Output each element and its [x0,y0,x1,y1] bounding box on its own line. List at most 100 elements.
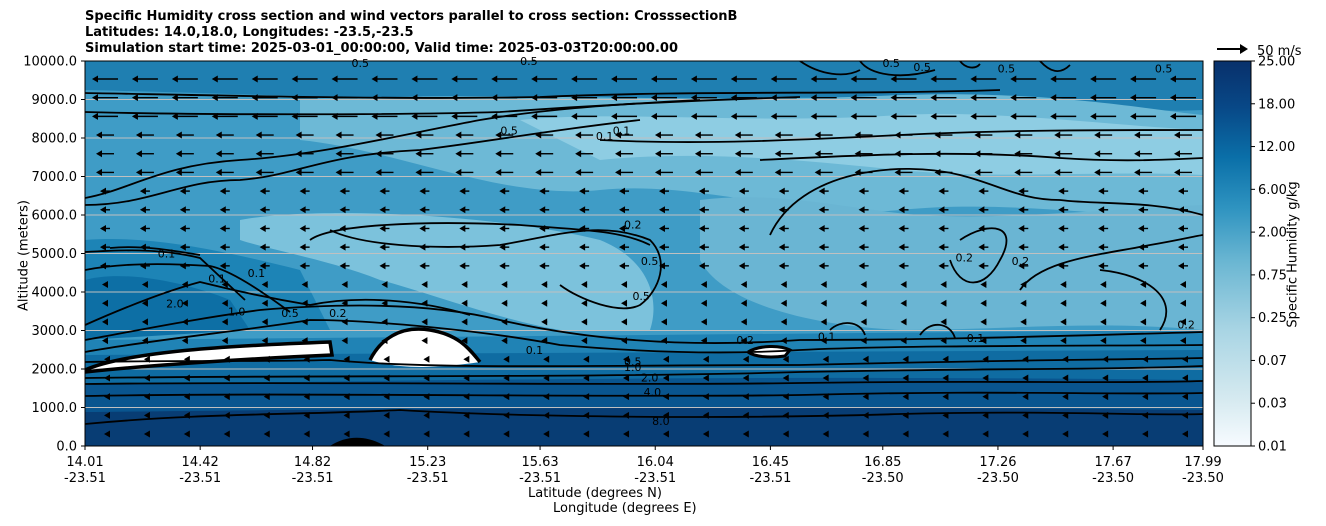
wind-vector-head [970,112,977,120]
wind-vector-head [423,411,430,419]
wind-vector-head [894,168,901,176]
wind-vector-head [451,75,458,83]
wind-vector-head [411,112,418,120]
wind-vector-head [139,224,146,232]
wind-vector-head [742,411,749,419]
wind-vector-head [978,224,985,232]
wind-vector-head [341,299,348,307]
contour-label: 0.5 [882,57,900,70]
contour-label: 4.0 [644,386,662,399]
wind-vector-head [539,243,546,251]
wind-vector-head [581,281,588,289]
wind-vector-head [303,374,310,382]
wind-vector-head [1130,112,1137,120]
wind-vector-head [291,75,298,83]
wind-vector-head [179,243,186,251]
wind-vector-head [531,75,538,83]
wind-vector-head [854,131,861,139]
wind-vector-head [1060,281,1067,289]
wind-vector-head [974,131,981,139]
wind-vector-head [501,299,508,307]
wind-vector-head [583,411,590,419]
y-tick-label: 0.0 [56,440,77,455]
contour-label: 0.2 [329,307,347,320]
wind-vector-head [175,150,182,158]
wind-vector-head [175,131,182,139]
wind-vector-head [738,243,745,251]
x-tick-label-lon: -23.51 [634,471,676,486]
wind-vector-head [898,262,905,270]
wind-vector-head [1054,150,1061,158]
wind-vector-head [1014,131,1021,139]
wind-vector-head [301,337,308,345]
wind-vector-head [571,75,578,83]
wind-vector-head [215,150,222,158]
wind-vector-head [104,411,110,419]
wind-vector-head [662,374,669,382]
wind-vector-head [1060,318,1067,326]
wind-vector-head [982,430,989,438]
quiver-key-label: 50 m/s [1257,44,1302,59]
wind-vector-head [581,299,588,307]
wind-vector-head [179,206,186,214]
wind-vector-head [92,112,98,120]
wind-vector-head [1142,393,1149,401]
wind-vector-head [898,206,905,214]
wind-vector-head [463,374,470,382]
wind-vector-head [1098,243,1105,251]
wind-vector-head [299,224,306,232]
wind-vector-head [974,168,981,176]
wind-vector-head [411,75,418,83]
wind-vector-head [104,374,110,382]
wind-vector-head [543,355,550,363]
wind-vector-head [1138,224,1145,232]
wind-vector-head [1010,75,1017,83]
wind-vector-head [139,206,146,214]
wind-vector-head [539,187,546,195]
contour-label: 0.5 [641,255,659,268]
wind-vector-head [942,355,949,363]
wind-vector-head [982,355,989,363]
wind-vector-head [934,168,941,176]
wind-vector-head [694,150,701,158]
wind-vector-head [1020,299,1027,307]
wind-vector-head [1100,318,1107,326]
wind-vector-head [1018,262,1025,270]
wind-vector-head [658,262,665,270]
quiver-key-arrowhead [1240,44,1248,54]
wind-vector-head [171,75,178,83]
wind-vector-head [423,393,430,401]
x-axis-label-latitude: Latitude (degrees N) [528,486,662,501]
wind-vector-head [698,224,705,232]
wind-vector-head [539,224,546,232]
wind-vector-head [738,206,745,214]
wind-vector-head [1058,243,1065,251]
colorbar-tick-label: 18.00 [1258,97,1295,112]
wind-vector-head [778,187,785,195]
contour-label: 0.2 [1177,319,1195,332]
wind-vector-head [339,224,346,232]
wind-vector-head [331,112,338,120]
wind-vector-head [341,337,348,345]
wind-vector-head [1090,112,1097,120]
wind-vector-head [615,131,622,139]
wind-vector-head [211,75,218,83]
wind-vector-head [1130,75,1137,83]
wind-vector-head [339,262,346,270]
wind-vector-head [1174,168,1180,176]
wind-vector-head [1020,318,1027,326]
wind-vector-head [503,374,510,382]
wind-vector-head [183,393,190,401]
wind-vector-head [858,187,865,195]
wind-vector-head [902,393,909,401]
x-axis-ticks: 14.01-23.5114.42-23.5114.82-23.5115.23-2… [64,446,1224,486]
wind-vector-head [579,224,586,232]
wind-vector-head [1130,94,1137,102]
x-tick-label-lat: 16.45 [752,455,789,470]
wind-vector-head [1180,281,1186,289]
wind-vector-head [419,206,426,214]
x-tick-label-lat: 14.01 [66,455,103,470]
wind-vector-head [181,299,188,307]
wind-vector-head [1140,337,1147,345]
